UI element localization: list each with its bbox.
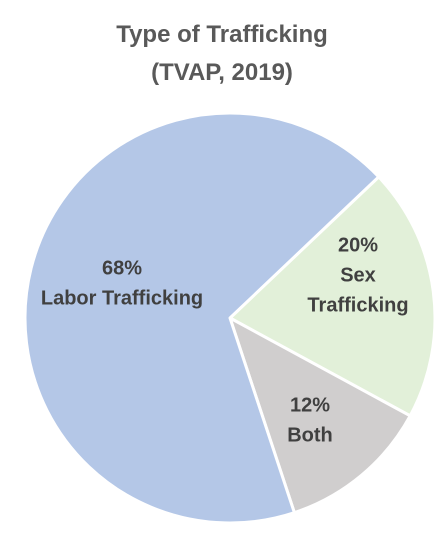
slice-label-labor-trafficking-line-2: Labor Trafficking	[41, 287, 203, 309]
slice-label-sex-trafficking-line-3: Trafficking	[307, 294, 408, 316]
slice-label-sex-trafficking-line-2: Sex	[340, 264, 376, 286]
pie-slices	[23, 111, 437, 525]
slice-label-sex-trafficking-line-1: 20%	[338, 234, 378, 256]
pie-slice-sex-trafficking	[228, 175, 437, 418]
slice-label-labor-trafficking-line-1: 68%	[102, 257, 142, 279]
slice-label-both-line-2: Both	[287, 424, 333, 446]
pie-slice-labor-trafficking	[23, 111, 381, 525]
slice-label-both-line-1: 12%	[290, 394, 330, 416]
chart-title-line-1: Type of Trafficking	[116, 21, 328, 48]
pie-labels: 68% Labor Trafficking 20% Sex Trafficking 12%…	[41, 234, 409, 446]
chart-title-line-2: (TVAP, 2019)	[151, 59, 293, 86]
pie-slice-both	[228, 316, 412, 515]
